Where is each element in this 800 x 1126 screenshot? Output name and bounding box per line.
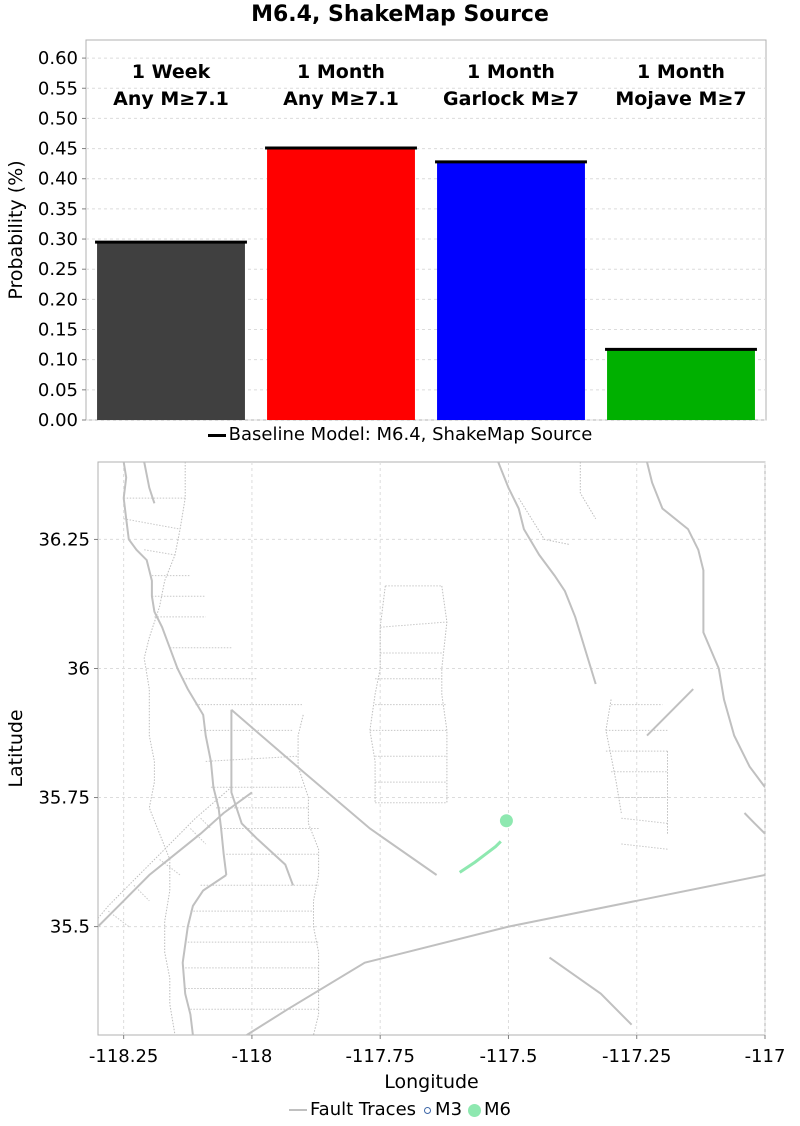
fault-dip-rung xyxy=(380,621,447,628)
bar-chart-legend: Baseline Model: M6.4, ShakeMap Source xyxy=(0,424,800,445)
x-tick-label: -117.5 xyxy=(479,1046,537,1067)
y-tick-label: 0.30 xyxy=(38,229,78,250)
bar-category-label: 1 Month xyxy=(297,61,385,83)
fault-dip-rung xyxy=(205,755,299,762)
y-tick-label: 0.40 xyxy=(38,169,78,190)
fault-trace xyxy=(646,688,694,737)
fault-trace xyxy=(246,874,765,1035)
fault-trace xyxy=(548,956,633,1026)
y-tick-label: 0.35 xyxy=(38,199,78,220)
fault-trace xyxy=(646,462,765,788)
x-tick-label: -117.75 xyxy=(345,1046,414,1067)
fault-lower-edge xyxy=(369,585,386,803)
y-tick-label: 0.55 xyxy=(38,78,78,99)
fault-trace xyxy=(497,462,597,685)
fault-layer xyxy=(98,462,765,1035)
bar-category-label: 1 Week xyxy=(132,61,211,83)
baseline-legend-label: Baseline Model: M6.4, ShakeMap Source xyxy=(228,424,593,445)
fault-trace xyxy=(743,812,765,835)
y-tick-label: 35.5 xyxy=(50,917,90,938)
y-tick-label: 0.45 xyxy=(38,139,78,160)
y-tick-label: 35.75 xyxy=(38,788,90,809)
bar-category-label: Any M≥7.1 xyxy=(113,88,229,110)
m6-legend-marker xyxy=(468,1103,482,1117)
bar-category-label: Mojave M≥7 xyxy=(615,88,746,110)
x-tick-label: -118 xyxy=(231,1046,272,1067)
m6-legend-label: M6 xyxy=(484,1099,512,1120)
fault-trace-legend-swatch xyxy=(288,1109,307,1111)
fault-lower-edge xyxy=(579,462,597,520)
y-tick-label: 0.00 xyxy=(38,410,78,431)
bar xyxy=(607,349,755,420)
bar-category-label: Any M≥7.1 xyxy=(283,88,399,110)
bar-category-label: 1 Month xyxy=(467,61,555,83)
x-tick-label: -117 xyxy=(745,1046,786,1067)
bar xyxy=(97,242,245,420)
rupture-trace xyxy=(458,840,502,874)
y-tick-label: 0.50 xyxy=(38,108,78,129)
m3-legend-marker xyxy=(424,1106,432,1114)
fault-trace xyxy=(256,838,294,886)
fault-dip-rung xyxy=(159,859,181,876)
y-tick-label: 0.15 xyxy=(38,320,78,341)
y-tick-label: 36 xyxy=(67,658,90,679)
fault-trace xyxy=(122,462,228,876)
fault-trace xyxy=(143,462,156,504)
y-tick-label: 0.05 xyxy=(38,380,78,401)
y-tick-label: 0.20 xyxy=(38,289,78,310)
x-axis-label: Longitude xyxy=(384,1071,479,1093)
fault-trace xyxy=(98,791,253,928)
fault-trace xyxy=(181,874,227,1035)
chart-title: M6.4, ShakeMap Source xyxy=(251,2,549,27)
fault-trace-legend-label: Fault Traces xyxy=(309,1099,417,1120)
y-axis-label: Probability (%) xyxy=(5,160,27,299)
y-tick-label: 36.25 xyxy=(38,529,90,550)
y-tick-label: 0.60 xyxy=(38,48,78,69)
fault-lower-edge xyxy=(441,585,448,803)
fault-dip-rung xyxy=(144,549,176,556)
bar-category-label: 1 Month xyxy=(637,61,725,83)
fault-lower-edge xyxy=(143,462,186,1035)
y-tick-label: 0.25 xyxy=(38,259,78,280)
x-tick-label: -118.25 xyxy=(89,1046,158,1067)
fault-dip-rung xyxy=(123,518,181,530)
fault-trace xyxy=(230,709,258,840)
bar-chart: 0.00 0.05 0.10 0.15 0.20 0.25 0.30 0.35 0.40 0.45… xyxy=(5,39,767,431)
m3-legend-label: M3 xyxy=(435,1099,463,1120)
bar-category-label: Garlock M≥7 xyxy=(443,88,579,110)
bar xyxy=(437,161,585,421)
map-plot-area xyxy=(97,461,766,1036)
epicenter-marker xyxy=(499,814,513,828)
y-axis-label: Latitude xyxy=(5,709,27,787)
map-legend: Fault Traces M3 M6 xyxy=(0,1099,800,1120)
x-tick-label: -117.25 xyxy=(602,1046,671,1067)
fault-dip-rung xyxy=(190,828,207,845)
fault-trace xyxy=(230,709,438,876)
fault-lower-edge xyxy=(518,497,571,546)
y-tick-label: 0.10 xyxy=(38,350,78,371)
fault-lower-edge xyxy=(98,786,232,920)
bar xyxy=(267,147,415,420)
baseline-legend-swatch xyxy=(207,433,226,437)
fault-lower-edge xyxy=(605,699,622,814)
